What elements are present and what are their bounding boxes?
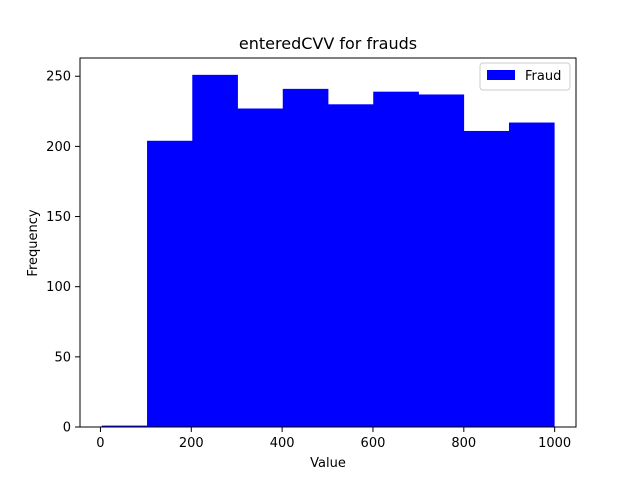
histogram-bar — [418, 94, 465, 427]
histogram-bar — [463, 130, 510, 427]
histogram-bar — [192, 74, 238, 428]
y-tick-label: 0 — [63, 421, 71, 436]
y-tick-label: 200 — [46, 140, 71, 155]
x-tick-label: 200 — [179, 436, 204, 451]
x-ticks-group: 0 200 400 600 800 1000 — [96, 427, 571, 451]
histogram-bar — [328, 104, 374, 427]
legend: Fraud — [479, 62, 571, 91]
x-tick-label: 1000 — [538, 436, 571, 451]
legend-frame — [479, 62, 571, 91]
histogram-bar — [282, 88, 329, 428]
x-tick-label: 400 — [270, 436, 295, 451]
chart-title: enteredCVV for frauds — [239, 34, 417, 53]
x-tick-label: 800 — [451, 436, 476, 451]
legend-swatch-fraud — [487, 70, 515, 80]
legend-label-fraud: Fraud — [525, 69, 561, 84]
x-tick-label: 0 — [96, 436, 104, 451]
y-tick-label: 50 — [54, 350, 71, 365]
y-axis-label: Frequency — [26, 209, 41, 276]
histogram-bar — [101, 425, 148, 427]
y-tick-label: 250 — [46, 70, 71, 85]
plot-frame — [79, 57, 577, 428]
axes-group — [79, 57, 577, 428]
bars-group — [101, 74, 555, 428]
y-ticks-group: 0 50 100 150 200 250 — [46, 70, 80, 436]
y-tick-label: 150 — [46, 210, 71, 225]
histogram-bar — [237, 108, 284, 427]
x-tick-label: 600 — [361, 436, 386, 451]
y-tick-label: 100 — [46, 280, 71, 295]
histogram-bar — [373, 91, 419, 427]
histogram-bar — [147, 140, 193, 427]
x-axis-label: Value — [310, 456, 346, 471]
histogram-bar — [508, 122, 555, 428]
